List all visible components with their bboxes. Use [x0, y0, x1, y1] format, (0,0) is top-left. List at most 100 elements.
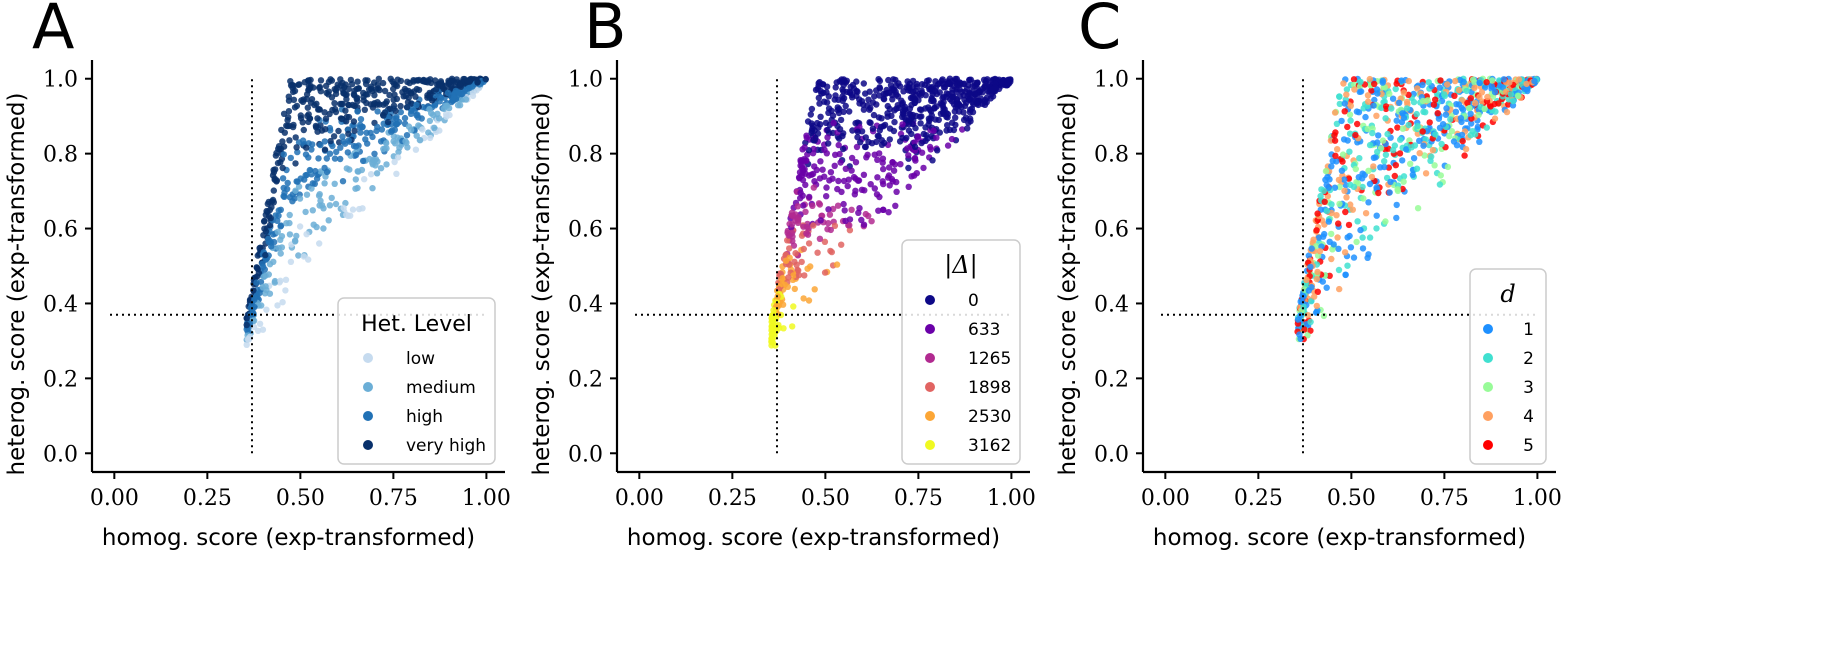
data-point	[369, 159, 376, 166]
data-point	[918, 106, 925, 114]
data-point	[1344, 262, 1351, 269]
data-point	[889, 178, 896, 185]
data-point	[1408, 144, 1415, 151]
data-point	[1393, 214, 1400, 222]
data-point	[768, 312, 776, 319]
y-tick-label: 0.8	[1094, 143, 1129, 168]
legend-entry-label: 4	[1523, 407, 1534, 427]
data-point	[287, 154, 294, 162]
data-point	[280, 143, 288, 150]
data-point	[830, 119, 837, 127]
data-point	[312, 122, 320, 130]
data-point	[1373, 112, 1380, 120]
data-point	[343, 96, 350, 103]
data-point	[1345, 221, 1353, 229]
data-point	[1308, 245, 1315, 252]
data-point	[811, 286, 818, 293]
data-point	[852, 187, 859, 194]
data-point	[1509, 97, 1517, 105]
data-point	[1349, 206, 1357, 213]
data-point	[880, 165, 887, 173]
data-point	[1451, 77, 1459, 85]
data-point	[892, 76, 899, 84]
data-point	[1419, 97, 1427, 105]
data-point	[374, 99, 381, 106]
data-point	[876, 92, 883, 99]
data-point	[389, 78, 396, 85]
data-point	[271, 176, 278, 183]
data-point	[804, 231, 812, 238]
data-point	[337, 144, 344, 151]
data-point	[364, 77, 371, 84]
data-point	[1396, 99, 1403, 107]
data-point	[286, 137, 293, 144]
data-point	[253, 279, 260, 286]
data-point	[1439, 121, 1447, 128]
data-point	[1515, 92, 1522, 100]
data-point	[256, 320, 264, 327]
data-point	[1305, 287, 1313, 294]
data-point	[1375, 189, 1382, 197]
data-point	[860, 80, 867, 87]
data-point	[413, 132, 420, 139]
data-point	[791, 285, 798, 293]
data-point	[305, 82, 312, 90]
data-point	[1347, 102, 1355, 110]
data-point	[280, 184, 287, 192]
data-point	[342, 107, 349, 114]
data-point	[325, 217, 332, 224]
data-point	[790, 303, 797, 310]
data-point	[1343, 194, 1350, 201]
data-point	[1419, 128, 1426, 135]
data-point	[1308, 298, 1315, 305]
data-point	[1472, 99, 1479, 107]
data-point	[810, 222, 817, 229]
data-point	[1440, 91, 1448, 98]
data-point	[825, 93, 832, 100]
data-point	[1314, 210, 1321, 217]
data-point	[403, 104, 411, 111]
data-point	[1374, 90, 1381, 97]
data-point	[1458, 131, 1466, 139]
data-point	[292, 187, 299, 194]
y-tick-label: 0.6	[568, 218, 603, 243]
data-point	[1424, 97, 1431, 104]
data-point	[903, 134, 910, 142]
data-point	[892, 202, 899, 209]
data-point	[279, 175, 287, 182]
legend-marker	[925, 382, 935, 392]
data-point	[879, 155, 887, 162]
data-point	[316, 84, 323, 92]
data-point	[1403, 98, 1411, 106]
data-point	[809, 125, 816, 132]
data-point	[842, 217, 849, 225]
data-point	[1342, 208, 1349, 216]
data-point	[939, 103, 947, 110]
data-point	[455, 89, 463, 96]
data-point	[262, 272, 269, 279]
data-point	[375, 75, 382, 83]
data-point	[1399, 125, 1407, 132]
data-point	[879, 206, 887, 213]
data-point	[413, 101, 420, 109]
data-point	[317, 141, 324, 149]
data-point	[1503, 108, 1511, 116]
data-point	[1382, 151, 1390, 158]
data-point	[925, 83, 932, 90]
data-point	[1405, 121, 1412, 129]
data-point	[848, 154, 856, 162]
data-point	[1502, 88, 1510, 95]
data-point	[303, 144, 310, 151]
data-point	[243, 315, 250, 322]
data-point	[1389, 146, 1397, 154]
data-point	[925, 104, 932, 111]
data-point	[462, 96, 470, 103]
data-point	[1313, 227, 1320, 234]
panel-letter: A	[32, 0, 74, 63]
data-point	[1469, 76, 1477, 83]
data-point	[801, 144, 808, 151]
data-point	[316, 191, 323, 198]
legend-title: d	[1500, 280, 1515, 308]
data-point	[1307, 318, 1314, 326]
data-point	[770, 307, 777, 314]
